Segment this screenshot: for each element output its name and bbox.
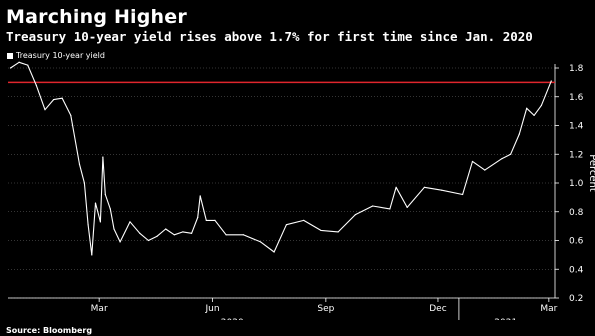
data-point xyxy=(242,234,244,236)
legend-swatch xyxy=(7,52,13,59)
data-point xyxy=(109,208,111,210)
x-tick-label: Jun xyxy=(204,304,219,314)
data-point xyxy=(395,186,397,188)
x-tick-label: Mar xyxy=(91,304,108,314)
data-point xyxy=(83,182,85,184)
chart-subtitle: Treasury 10-year yield rises above 1.7% … xyxy=(6,29,533,44)
data-point xyxy=(165,228,167,230)
x-year-label: 2020 xyxy=(221,318,244,320)
data-point xyxy=(190,232,193,234)
data-point xyxy=(526,107,528,109)
data-point xyxy=(214,219,216,221)
y-tick-label: 0.4 xyxy=(569,265,584,275)
data-point xyxy=(173,234,175,236)
y-tick-label: 0.2 xyxy=(569,294,583,304)
x-tick-label: Mar xyxy=(540,304,557,314)
data-point xyxy=(78,163,81,165)
x-tick-label: Dec xyxy=(429,304,446,314)
legend: Treasury 10-year yield xyxy=(7,51,105,60)
y-tick-label: 1.0 xyxy=(569,179,584,189)
data-point xyxy=(389,208,391,210)
y-axis-title: Percent xyxy=(587,154,595,192)
data-point xyxy=(199,195,201,197)
data-point xyxy=(102,156,104,158)
x-tick-label: Sep xyxy=(317,304,334,314)
data-point xyxy=(104,193,106,196)
y-tick-label: 0.6 xyxy=(569,237,584,247)
data-point xyxy=(87,224,89,226)
data-point xyxy=(205,219,207,221)
data-point xyxy=(9,67,12,69)
data-point xyxy=(44,109,46,111)
data-point xyxy=(70,114,72,117)
data-point xyxy=(337,231,339,233)
data-point xyxy=(540,104,543,106)
data-point xyxy=(197,216,199,219)
data-point xyxy=(484,169,486,171)
y-tick-label: 1.6 xyxy=(569,93,584,103)
data-point xyxy=(259,241,262,243)
data-point xyxy=(91,254,93,256)
data-point xyxy=(27,64,29,66)
line-chart: 0.2 0.4 0.6 0.8 1.0 1.2 1.4 1.6 1.8 Mar Jun Sep Dec M… xyxy=(8,61,595,320)
y-tick-label: 0.8 xyxy=(569,208,584,218)
data-point xyxy=(441,189,443,191)
data-point xyxy=(550,80,552,82)
data-point xyxy=(320,229,322,232)
data-point xyxy=(147,239,150,242)
data-point xyxy=(225,234,227,236)
data-point xyxy=(423,186,426,188)
data-point xyxy=(273,251,275,253)
data-point xyxy=(372,205,374,207)
chart-title: Marching Higher xyxy=(6,6,187,28)
data-point xyxy=(52,99,55,101)
data-point xyxy=(510,153,512,155)
series-line-treasury-10y xyxy=(10,61,552,256)
data-point xyxy=(182,231,184,233)
y-tick-label: 1.4 xyxy=(569,122,584,132)
data-point xyxy=(94,202,97,204)
legend-label: Treasury 10-year yield xyxy=(16,51,105,60)
data-point xyxy=(61,97,63,99)
source-note: Source: Bloomberg xyxy=(6,326,93,335)
data-point xyxy=(99,221,101,223)
data-point xyxy=(462,193,464,196)
data-point xyxy=(35,84,37,86)
data-point xyxy=(533,114,535,117)
data-point xyxy=(156,235,158,237)
data-point xyxy=(303,219,305,221)
data-point xyxy=(354,214,357,216)
data-point xyxy=(18,61,20,63)
data-point xyxy=(113,228,115,230)
data-point xyxy=(518,133,520,135)
data-point xyxy=(406,206,408,209)
y-tick-label: 1.8 xyxy=(569,64,584,74)
data-point xyxy=(139,232,141,234)
data-point xyxy=(129,221,131,223)
data-point xyxy=(501,157,503,160)
data-point xyxy=(285,224,288,226)
y-tick-label: 1.2 xyxy=(569,150,583,160)
data-point xyxy=(471,160,474,163)
data-point xyxy=(119,241,121,243)
x-year-label: 2021 xyxy=(494,318,517,320)
